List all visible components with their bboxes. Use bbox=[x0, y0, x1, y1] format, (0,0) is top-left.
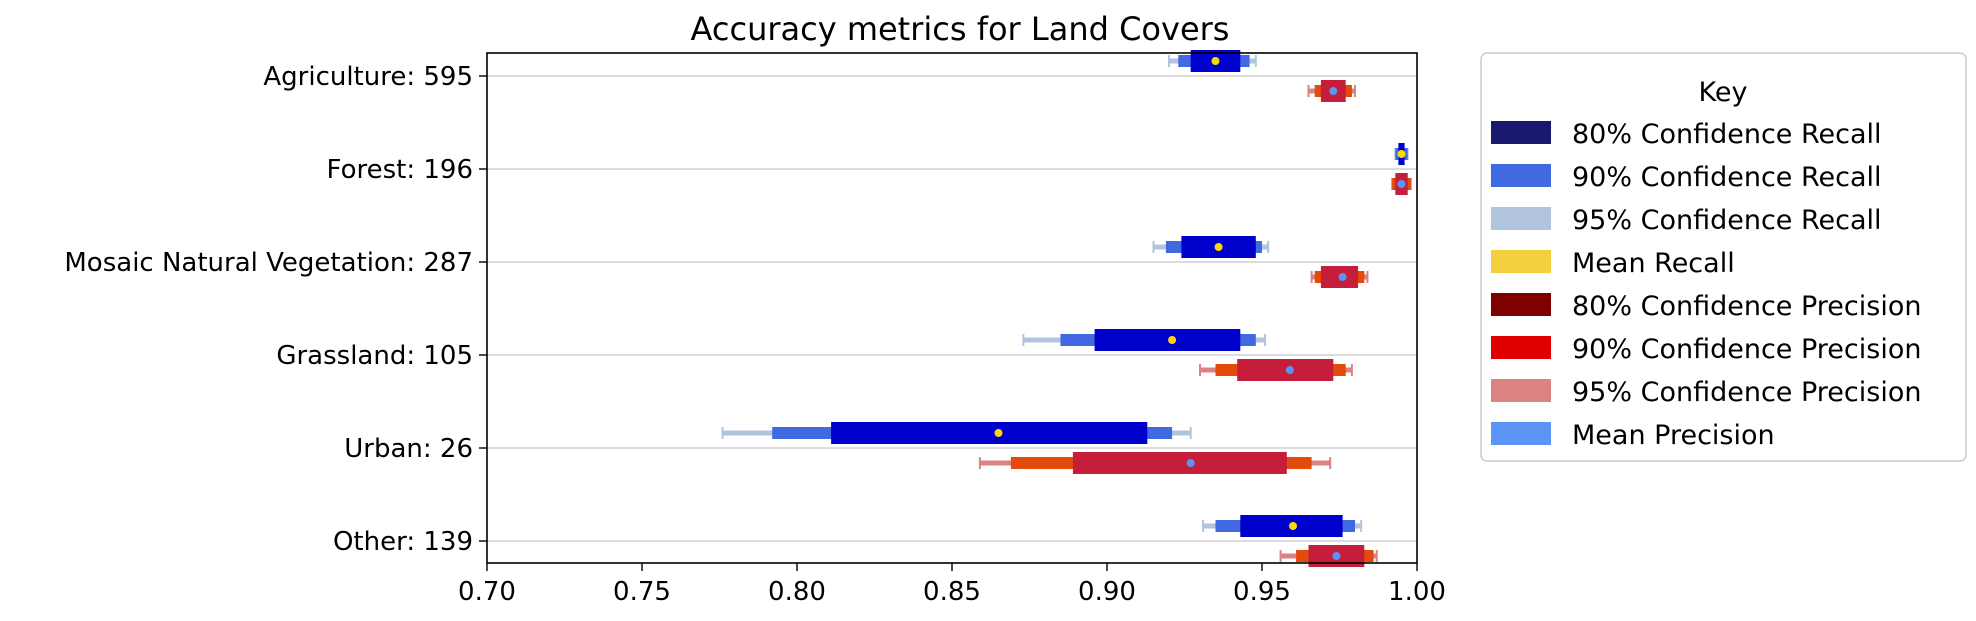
x-tick-label: 0.80 bbox=[768, 577, 826, 607]
x-tick-label: 0.75 bbox=[613, 577, 671, 607]
recall-mean-point bbox=[1214, 243, 1223, 251]
legend-label: 90% Confidence Precision bbox=[1572, 334, 1921, 365]
precision-mean-point bbox=[1397, 180, 1406, 188]
legend-swatch bbox=[1491, 336, 1551, 359]
grid-lines bbox=[487, 75, 1417, 542]
legend-swatch bbox=[1491, 250, 1551, 273]
chart-title: Accuracy metrics for Land Covers bbox=[691, 10, 1230, 48]
recall-mean-point bbox=[1397, 150, 1406, 158]
legend-label: 90% Confidence Recall bbox=[1572, 162, 1882, 193]
precision-ci80-bar bbox=[1072, 452, 1287, 474]
precision-mean-point bbox=[1338, 273, 1347, 281]
x-axis: 0.70 0.75 0.80 0.85 0.90 0.95 1.00 bbox=[458, 563, 1446, 607]
recall-mean-point bbox=[1211, 57, 1220, 65]
recall-mean-point bbox=[1289, 522, 1297, 530]
chart-marks bbox=[721, 50, 1412, 567]
y-tick-label: Urban: 26 bbox=[344, 434, 473, 464]
y-tick-label: Other: 139 bbox=[333, 527, 473, 557]
y-tick-label: Agriculture: 595 bbox=[263, 62, 473, 92]
legend-swatch bbox=[1491, 121, 1551, 144]
x-tick-label: 0.70 bbox=[458, 577, 516, 607]
legend-label: 80% Confidence Recall bbox=[1572, 119, 1882, 150]
recall-mean-point bbox=[994, 429, 1003, 437]
legend-swatch bbox=[1491, 164, 1551, 187]
legend-title: Key bbox=[1699, 77, 1748, 108]
legend-box bbox=[1480, 52, 1967, 462]
legend-label: Mean Precision bbox=[1572, 420, 1775, 451]
legend-swatch bbox=[1491, 379, 1551, 402]
legend-swatch bbox=[1491, 207, 1551, 230]
precision-ci80-bar bbox=[1237, 359, 1334, 381]
legend-label: 95% Confidence Precision bbox=[1572, 377, 1921, 408]
legend: Key 80% Confidence Recall 90% Confidence … bbox=[1480, 52, 1967, 462]
legend-label: 95% Confidence Recall bbox=[1572, 205, 1882, 236]
legend-label: Mean Recall bbox=[1572, 248, 1735, 279]
legend-swatch bbox=[1491, 422, 1551, 445]
precision-mean-point bbox=[1329, 87, 1338, 95]
precision-mean-point bbox=[1332, 552, 1341, 560]
x-tick-label: 0.90 bbox=[1078, 577, 1136, 607]
y-tick-label: Grassland: 105 bbox=[276, 341, 473, 371]
y-tick-label: Mosaic Natural Vegetation: 287 bbox=[64, 248, 473, 278]
plot-frame bbox=[486, 52, 1418, 564]
y-axis: Agriculture: 595 Forest: 196 Mosaic Natura… bbox=[64, 62, 487, 557]
x-tick-label: 0.95 bbox=[1233, 577, 1291, 607]
precision-mean-point bbox=[1285, 366, 1294, 374]
precision-mean-point bbox=[1186, 459, 1195, 467]
x-tick-label: 1.00 bbox=[1388, 577, 1446, 607]
recall-mean-point bbox=[1168, 336, 1177, 344]
y-tick-label: Forest: 196 bbox=[327, 155, 473, 185]
recall-ci80-bar bbox=[1094, 329, 1241, 351]
legend-swatch bbox=[1491, 293, 1551, 316]
legend-label: 80% Confidence Precision bbox=[1572, 291, 1921, 322]
x-tick-label: 0.85 bbox=[923, 577, 981, 607]
recall-ci80-bar bbox=[831, 422, 1148, 444]
